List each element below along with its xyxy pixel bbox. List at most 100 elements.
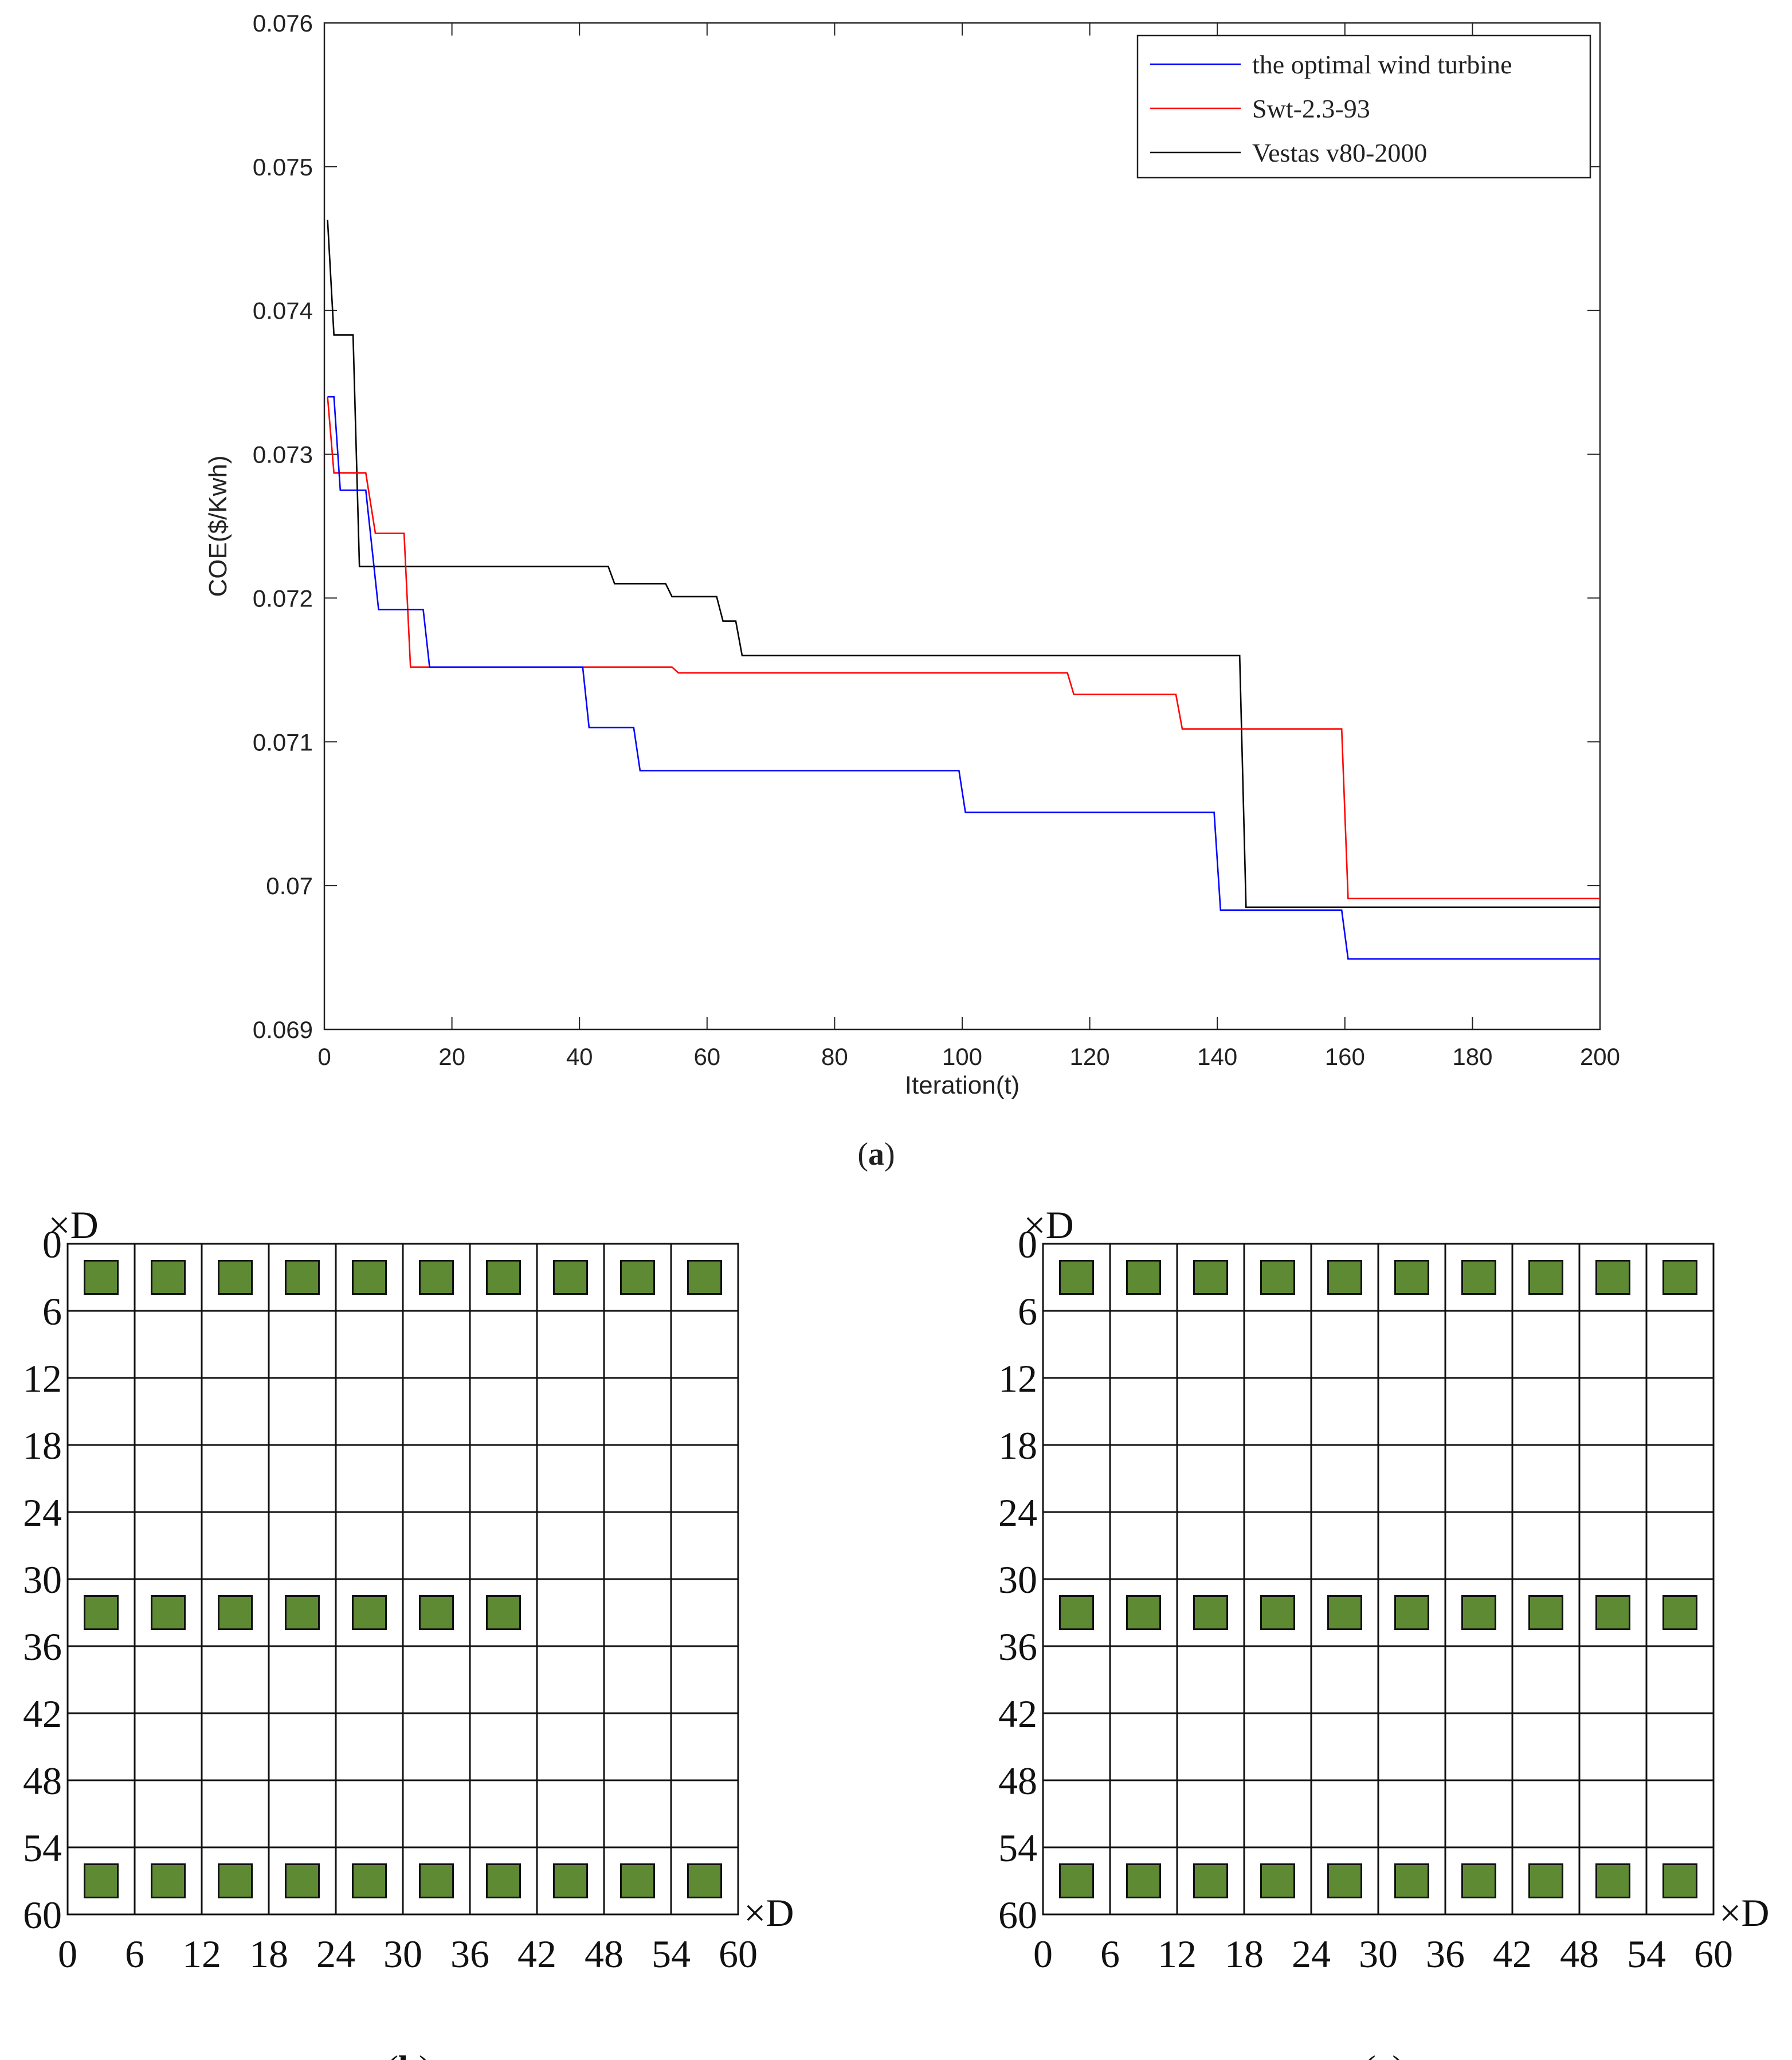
x-tick-label: 100 [942,1043,982,1070]
x-tick-label: 36 [1426,1932,1465,1976]
turbine-marker [352,1595,387,1630]
x-tick-label: 120 [1070,1043,1110,1070]
turbine-marker [1662,1260,1697,1295]
turbine-marker [419,1260,454,1295]
x-tick-label: 24 [316,1932,355,1976]
y-tick-label: 12 [998,1357,1037,1400]
y-tick-label: 6 [1018,1290,1037,1333]
turbine-marker [687,1863,722,1898]
turbine-marker [1662,1863,1697,1898]
turbine-marker [1059,1863,1094,1898]
turbine-marker [1260,1260,1295,1295]
legend-label: the optimal wind turbine [1252,50,1512,79]
x-tick-label: 54 [652,1932,691,1976]
x-tick-label: 6 [125,1932,144,1976]
x-unit-label: ×D [744,1891,794,1934]
x-tick-label: 42 [517,1932,556,1976]
turbine-marker [1059,1260,1094,1295]
y-tick-label: 0.072 [253,585,313,612]
turbine-marker [486,1260,521,1295]
turbine-marker [553,1260,588,1295]
turbine-marker [151,1595,186,1630]
caption-letter: c [1376,2048,1392,2060]
turbine-marker [419,1595,454,1630]
x-tick-label: 60 [693,1043,720,1070]
y-tick-label: 18 [23,1424,62,1467]
turbine-marker [1394,1260,1429,1295]
turbine-marker [1461,1863,1496,1898]
turbine-marker [1528,1260,1563,1295]
turbine-marker [285,1595,320,1630]
panel-caption-a: (a) [857,1137,895,1172]
y-tick-label: 54 [998,1826,1037,1870]
y-tick-label: 60 [23,1893,62,1937]
turbine-marker [486,1595,521,1630]
turbine-marker [1126,1863,1161,1898]
y-tick-label: 24 [23,1491,62,1534]
x-tick-label: 54 [1627,1932,1666,1976]
x-tick-label: 12 [1158,1932,1197,1976]
x-tick-label: 18 [1225,1932,1264,1976]
turbine-marker [1126,1595,1161,1630]
turbine-marker [1059,1595,1094,1630]
turbine-marker [486,1863,521,1898]
x-tick-label: 140 [1197,1043,1237,1070]
caption-letter: b [398,2048,419,2060]
series-line-0 [327,395,1600,960]
x-tick-label: 20 [438,1043,465,1070]
plot-frame [323,22,1601,1031]
x-unit-label: ×D [1719,1891,1769,1934]
y-tick-label: 48 [998,1759,1037,1803]
turbine-marker [1327,1863,1362,1898]
turbine-marker [1327,1595,1362,1630]
turbine-marker [1595,1863,1630,1898]
y-tick-label: 18 [998,1424,1037,1467]
panel-caption-c: (c) [1363,2048,1404,2060]
turbine-marker [553,1863,588,1898]
y-tick-label: 0 [1018,1223,1037,1266]
x-tick-label: 200 [1580,1043,1620,1070]
x-tick-label: 12 [182,1932,221,1976]
turbine-marker [285,1260,320,1295]
series-line-1 [327,397,1600,899]
y-tick-label: 54 [23,1826,62,1870]
turbine-marker [84,1863,119,1898]
y-tick-label: 0.069 [253,1016,313,1043]
x-tick-label: 180 [1452,1043,1492,1070]
y-tick-label: 42 [998,1692,1037,1736]
turbine-marker [84,1595,119,1630]
x-tick-label: 30 [1359,1932,1398,1976]
caption-paren: ( [386,2048,398,2060]
panel-b-layout-chart: 0 6 12 18 24 30 36 42 48 54 6006121824303642485460… [23,1203,794,2060]
caption-paren: ( [857,1137,868,1172]
y-tick-label: 36 [998,1625,1037,1669]
panel-c-layout-chart: 0 6 12 18 24 30 36 42 48 54 6006121824303642485460… [998,1203,1769,2060]
series-line-2 [327,220,1600,908]
turbine-marker [1595,1595,1630,1630]
x-tick-label: 0 [58,1932,77,1976]
turbine-marker [1260,1595,1295,1630]
turbine-marker [1193,1260,1228,1295]
y-tick-label: 0.07 [266,872,313,899]
turbine-marker [151,1260,186,1295]
x-tick-label: 48 [585,1932,624,1976]
caption-paren: ) [1392,2048,1404,2060]
turbine-marker [1193,1863,1228,1898]
turbine-marker [687,1260,722,1295]
x-tick-label: 18 [249,1932,288,1976]
turbine-marker [1327,1260,1362,1295]
y-axis-label: COE($/Kwh) [204,456,232,597]
turbine-marker [1528,1595,1563,1630]
y-tick-label: 0.075 [253,154,313,181]
legend-box [1136,34,1591,179]
panel-a-line-chart: 0 20 40 60 80 100 120 140 160 180 200 0.069 0.07 0.07… [204,10,1620,1172]
y-tick-label: 0.073 [253,441,313,468]
turbine-marker [1394,1863,1429,1898]
y-tick-label: 0.074 [253,297,313,324]
x-tick-label: 0 [1033,1932,1053,1976]
turbine-marker [352,1260,387,1295]
y-tick-label: 36 [23,1625,62,1669]
turbine-marker [419,1863,454,1898]
y-unit-label: ×D [48,1203,98,1247]
y-tick-label: 48 [23,1759,62,1803]
